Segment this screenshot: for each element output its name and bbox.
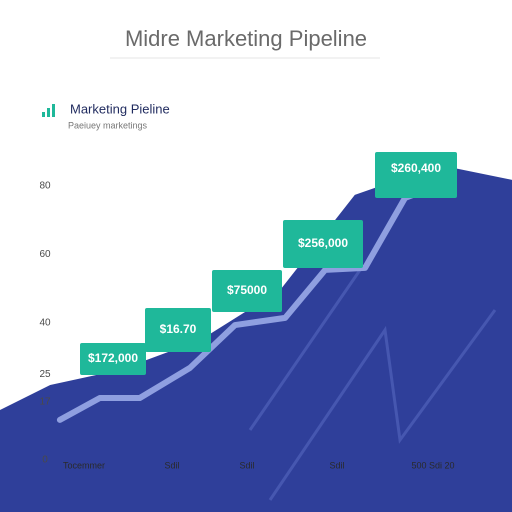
line — [56, 181, 443, 423]
chart-title: Midre Marketing Pipeline — [125, 26, 367, 51]
x-tick-label: 500 Sdi 20 — [411, 460, 454, 470]
y-tick-label: 0 — [42, 455, 48, 466]
callout-box — [375, 152, 457, 198]
callout-box — [212, 270, 282, 312]
app-icon — [42, 104, 55, 117]
callout-box — [145, 308, 211, 352]
callout-label: $75000 — [227, 283, 267, 297]
x-tick-label: Sdil — [329, 460, 344, 470]
callout-label: $260,400 — [391, 161, 441, 175]
y-tick-label: 60 — [39, 249, 51, 260]
y-tick-label: 80 — [39, 181, 51, 192]
callout-label: $256,000 — [298, 236, 348, 250]
caption: Paeiuey marketings — [68, 120, 148, 130]
y-tick-label: 40 — [39, 318, 51, 329]
x-tick-label: Sdil — [164, 460, 179, 470]
y-tick-label: 17 — [39, 396, 51, 407]
area — [0, 165, 512, 512]
callout-box — [283, 220, 363, 268]
area-decoration — [248, 269, 362, 431]
subtitle: Marketing Pieline — [70, 101, 170, 116]
callout-label: $16.70 — [160, 322, 197, 336]
y-tick-label: 25 — [39, 369, 51, 380]
x-tick-label: Tocemmer — [63, 460, 105, 470]
x-tick-label: Sdil — [239, 460, 254, 470]
area-decoration — [268, 309, 497, 501]
callout-box — [80, 343, 146, 375]
callout-label: $172,000 — [88, 351, 138, 365]
